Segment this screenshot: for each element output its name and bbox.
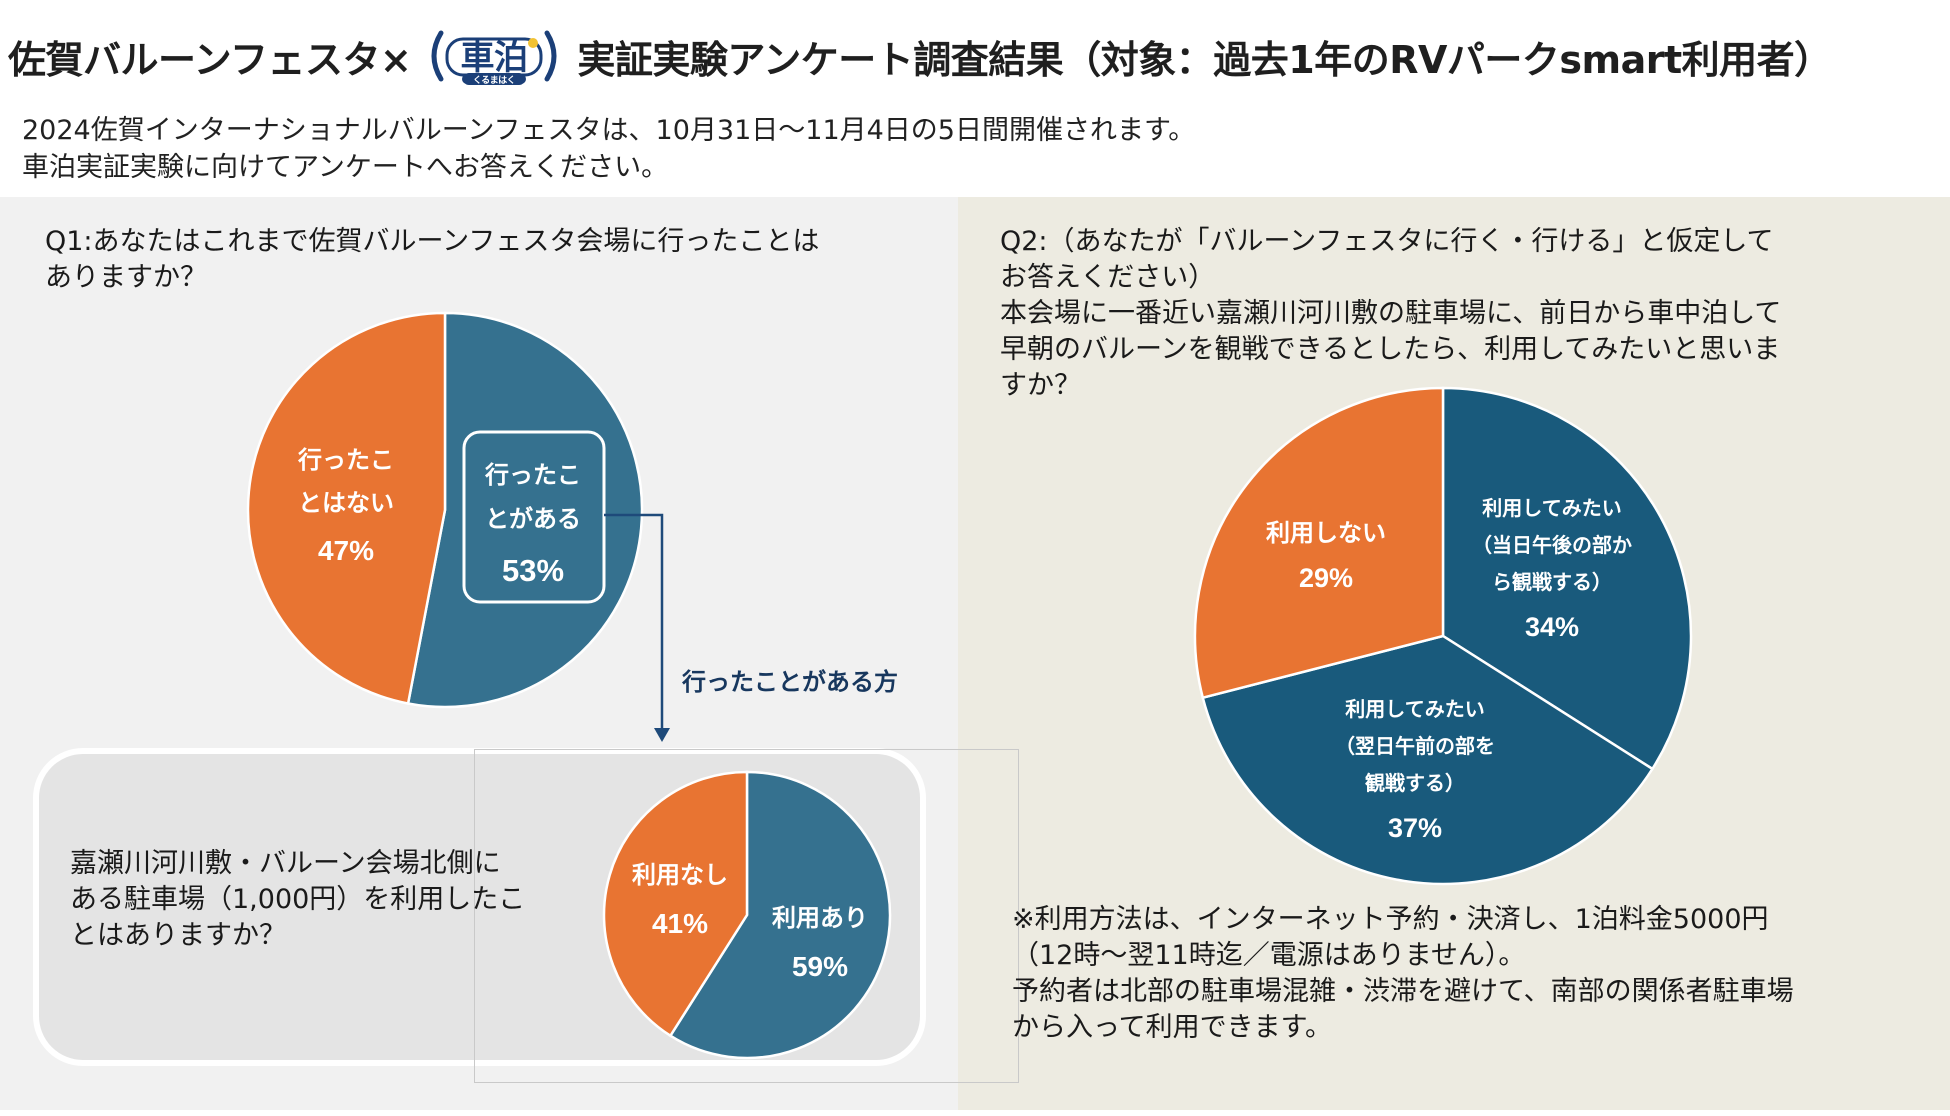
- arrow-head-icon: [654, 728, 670, 742]
- pie-q1sub-slice-1: [602, 770, 749, 1038]
- kurumahaku-logo: 車泊 くるまはく: [431, 30, 557, 85]
- intro-text: 2024佐賀インターナショナルバルーンフェスタは、10月31日〜11月4日の5日…: [22, 112, 1195, 186]
- q1-question: Q1:あなたはこれまで佐賀バルーンフェスタ会場に行ったことは ありますか？: [45, 224, 925, 296]
- pie-q1sub-slice-label-1-0: 利用なし: [632, 862, 728, 889]
- title-left: 佐賀バルーンフェスタ×: [8, 37, 412, 82]
- logo-subtext: くるまはく: [473, 75, 515, 85]
- pie-q1-slice-1: [246, 311, 447, 705]
- pie-q1sub-slice-value-0: 59%: [792, 951, 848, 982]
- pie-q2-slice-value-0: 34%: [1525, 612, 1579, 642]
- q2-question: Q2:（あなたが「バルーンフェスタに行く・行ける」と仮定して お答えください） …: [1000, 224, 1900, 404]
- pie-q1-slice-label-0-1: とがある: [485, 505, 581, 533]
- q2-note-line-4: から入って利用できます。: [1012, 1012, 1332, 1043]
- q2-note-line-3: 予約者は北部の駐車場混雑・渋滞を避けて、南部の関係者駐車場: [1012, 976, 1794, 1007]
- pie-q1sub-slice-label-0-0: 利用あり: [772, 905, 868, 932]
- pie-q2-slice-label-0-2: ら観戦する）: [1492, 570, 1612, 594]
- q2-question-line-2: お答えください）: [1000, 262, 1216, 293]
- q1-question-line-2: ありますか？: [45, 262, 207, 293]
- q2-note: ※利用方法は、インターネット予約・決済し、1泊料金5000円 （12時〜翌11時…: [1012, 902, 1932, 1046]
- pie-q2-slice-label-2-0: 利用しない: [1266, 520, 1386, 547]
- q2-question-line-1: Q2:（あなたが「バルーンフェスタに行く・行ける」と仮定して: [1000, 226, 1774, 257]
- sub-chart-frame: [474, 749, 1019, 1083]
- q1-sub-question-line-2: ある駐車場（1,000円）を利用したこ: [70, 884, 526, 915]
- q1-sub-question-line-3: とはありますか？: [70, 920, 286, 951]
- intro-line-2: 車泊実証実験に向けてアンケートへお答えください。: [22, 152, 669, 183]
- pie-q1-slice-label-1-1: とはない: [298, 490, 394, 517]
- title-right: 実証実験アンケート調査結果（対象：過去1年のRVパークsmart利用者）: [577, 37, 1832, 82]
- q2-note-line-1: ※利用方法は、インターネット予約・決済し、1泊料金5000円: [1012, 904, 1769, 935]
- pie-q1-slice-value-1: 47%: [318, 535, 374, 566]
- q1-sub-question-line-1: 嘉瀬川河川敷・バルーン会場北側に: [70, 848, 501, 879]
- page-header: 佐賀バルーンフェスタ× 車泊 くるまはく 実証実験アンケート調査結果（対象：過去…: [8, 26, 1832, 86]
- pie-q2-slice-value-1: 37%: [1388, 813, 1442, 843]
- q1-sub-question: 嘉瀬川河川敷・バルーン会場北側に ある駐車場（1,000円）を利用したこ とはあ…: [70, 846, 600, 954]
- q1-question-line-1: Q1:あなたはこれまで佐賀バルーンフェスタ会場に行ったことは: [45, 226, 820, 257]
- q1-sub-pie-chart: 利用あり 59% 利用なし 41%: [602, 770, 892, 1060]
- pie-q2-slice-label-0-1: （当日午後の部か: [1472, 533, 1632, 557]
- connector-arrow: [604, 513, 670, 742]
- q2-note-line-2: （12時〜翌11時迄／電源はありません）。: [1012, 940, 1526, 971]
- intro-line-1: 2024佐賀インターナショナルバルーンフェスタは、10月31日〜11月4日の5日…: [22, 115, 1196, 146]
- q2-question-line-5: すか？: [1000, 370, 1081, 401]
- pie-q1-slice-label-1-0: 行ったこ: [297, 446, 394, 474]
- pie-q1-slice-value-0: 53%: [502, 553, 564, 588]
- pie-q2-slice-2: [1193, 386, 1445, 700]
- connector-line: [604, 513, 664, 730]
- pie-q2-slice-1: [1201, 634, 1655, 886]
- q2-question-line-3: 本会場に一番近い嘉瀬川河川敷の駐車場に、前日から車中泊して: [1000, 298, 1782, 329]
- pie-q2-slice-label-1-2: 観戦する）: [1365, 771, 1465, 795]
- pie-q2-slice-0: [1441, 386, 1693, 771]
- pie-q1sub-slice-value-1: 41%: [652, 908, 708, 939]
- pie-q2-slice-label-1-1: （翌日午前の部を: [1335, 734, 1495, 758]
- arrow-label: 行ったことがある方: [681, 668, 898, 696]
- q2-question-line-4: 早朝のバルーンを観戦できるとしたら、利用してみたいと思いま: [1000, 334, 1781, 365]
- pie-q1sub-slice-0: [668, 770, 892, 1060]
- logo-text: 車泊: [461, 39, 528, 77]
- pie-q1-slice-label-0-0: 行ったこ: [484, 461, 581, 489]
- pie-q2-slice-label-1-0: 利用してみたい: [1345, 698, 1484, 721]
- pie-q2-slice-value-2: 29%: [1299, 563, 1353, 593]
- pie-q1-slice-0: [406, 311, 644, 709]
- pie-q1-label-box-0: [462, 430, 606, 604]
- pie-q2-slice-label-0-0: 利用してみたい: [1482, 497, 1621, 520]
